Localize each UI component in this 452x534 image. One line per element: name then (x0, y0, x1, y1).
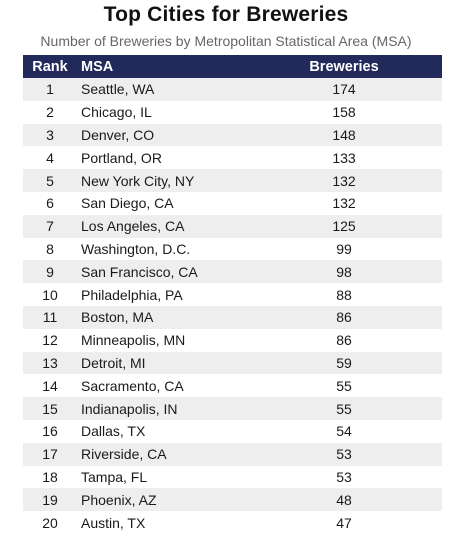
header-row: Rank MSA Breweries (23, 55, 442, 78)
chart-subtitle: Number of Breweries by Metropolitan Stat… (40, 33, 412, 49)
rank-cell: 8 (23, 237, 77, 261)
rank-cell: 18 (23, 465, 77, 489)
rank-cell: 9 (23, 260, 77, 284)
breweries-cell: 54 (286, 419, 442, 443)
breweries-cell: 59 (286, 351, 442, 375)
rank-cell: 6 (23, 191, 77, 215)
rank-cell: 20 (23, 511, 77, 534)
msa-cell: San Diego, CA (77, 191, 286, 215)
table-row: 16 Dallas, TX 54 (23, 419, 442, 443)
breweries-cell: 53 (286, 442, 442, 466)
breweries-cell: 132 (286, 169, 442, 192)
table-row: 15 Indianapolis, IN 55 (23, 397, 442, 420)
msa-cell: Seattle, WA (77, 78, 286, 101)
table-row: 3 Denver, CO 148 (23, 123, 442, 147)
rank-cell: 16 (23, 419, 77, 443)
breweries-cell: 99 (286, 237, 442, 261)
breweries-cell: 174 (286, 78, 442, 101)
chart-title: Top Cities for Breweries (103, 3, 349, 26)
msa-cell: Austin, TX (77, 511, 286, 534)
table-row: 8 Washington, D.C. 99 (23, 237, 442, 261)
rank-cell: 14 (23, 374, 77, 398)
table-row: 14 Sacramento, CA 55 (23, 374, 442, 398)
rank-cell: 2 (23, 100, 77, 124)
table-row: 13 Detroit, MI 59 (23, 351, 442, 375)
table-row: 19 Phoenix, AZ 48 (23, 488, 442, 512)
table-row: 11 Boston, MA 86 (23, 305, 442, 329)
rank-cell: 11 (23, 305, 77, 329)
msa-cell: Detroit, MI (77, 351, 286, 375)
rank-cell: 15 (23, 397, 77, 420)
msa-cell: Minneapolis, MN (77, 328, 286, 352)
breweries-cell: 53 (286, 465, 442, 489)
table-row: 2 Chicago, IL 158 (23, 100, 442, 124)
rank-cell: 10 (23, 283, 77, 306)
msa-cell: San Francisco, CA (77, 260, 286, 284)
breweries-cell: 86 (286, 328, 442, 352)
breweries-cell: 132 (286, 191, 442, 215)
breweries-cell: 48 (286, 488, 442, 512)
msa-cell: Indianapolis, IN (77, 397, 286, 420)
breweries-cell: 55 (286, 374, 442, 398)
breweries-cell: 55 (286, 397, 442, 420)
table-header: Rank MSA Breweries (23, 55, 442, 78)
table-row: 10 Philadelphia, PA 88 (23, 283, 442, 306)
msa-cell: New York City, NY (77, 169, 286, 192)
table-row: 20 Austin, TX 47 (23, 511, 442, 534)
breweries-cell: 98 (286, 260, 442, 284)
rank-cell: 4 (23, 146, 77, 170)
table-row: 5 New York City, NY 132 (23, 169, 442, 192)
msa-cell: Philadelphia, PA (77, 283, 286, 306)
rank-cell: 17 (23, 442, 77, 466)
msa-cell: Denver, CO (77, 123, 286, 147)
rank-cell: 19 (23, 488, 77, 512)
breweries-cell: 133 (286, 146, 442, 170)
breweries-cell: 158 (286, 100, 442, 124)
table-body: 1 Seattle, WA 174 2 Chicago, IL 158 3 Denver, C… (23, 78, 442, 534)
msa-cell: Riverside, CA (77, 442, 286, 466)
table-row: 18 Tampa, FL 53 (23, 465, 442, 489)
table-row: 4 Portland, OR 133 (23, 146, 442, 170)
breweries-cell: 86 (286, 305, 442, 329)
breweries-cell: 148 (286, 123, 442, 147)
rank-cell: 13 (23, 351, 77, 375)
msa-cell: Dallas, TX (77, 419, 286, 443)
table-row: 12 Minneapolis, MN 86 (23, 328, 442, 352)
table-row: 6 San Diego, CA 132 (23, 191, 442, 215)
table-row: 1 Seattle, WA 174 (23, 78, 442, 101)
column-header-msa: MSA (77, 55, 286, 78)
table-row: 17 Riverside, CA 53 (23, 442, 442, 466)
rank-cell: 1 (23, 78, 77, 101)
rank-cell: 5 (23, 169, 77, 192)
breweries-cell: 47 (286, 511, 442, 534)
rank-cell: 3 (23, 123, 77, 147)
msa-cell: Tampa, FL (77, 465, 286, 489)
column-header-rank: Rank (23, 55, 77, 78)
msa-cell: Washington, D.C. (77, 237, 286, 261)
breweries-cell: 125 (286, 214, 442, 238)
breweries-table: Rank MSA Breweries 1 Seattle, WA 174 2 Chica… (23, 55, 442, 534)
rank-cell: 12 (23, 328, 77, 352)
msa-cell: Los Angeles, CA (77, 214, 286, 238)
column-header-breweries: Breweries (286, 55, 442, 78)
table-row: 9 San Francisco, CA 98 (23, 260, 442, 284)
msa-cell: Chicago, IL (77, 100, 286, 124)
rank-cell: 7 (23, 214, 77, 238)
msa-cell: Sacramento, CA (77, 374, 286, 398)
table-row: 7 Los Angeles, CA 125 (23, 214, 442, 238)
msa-cell: Boston, MA (77, 305, 286, 329)
msa-cell: Phoenix, AZ (77, 488, 286, 512)
msa-cell: Portland, OR (77, 146, 286, 170)
breweries-cell: 88 (286, 283, 442, 306)
